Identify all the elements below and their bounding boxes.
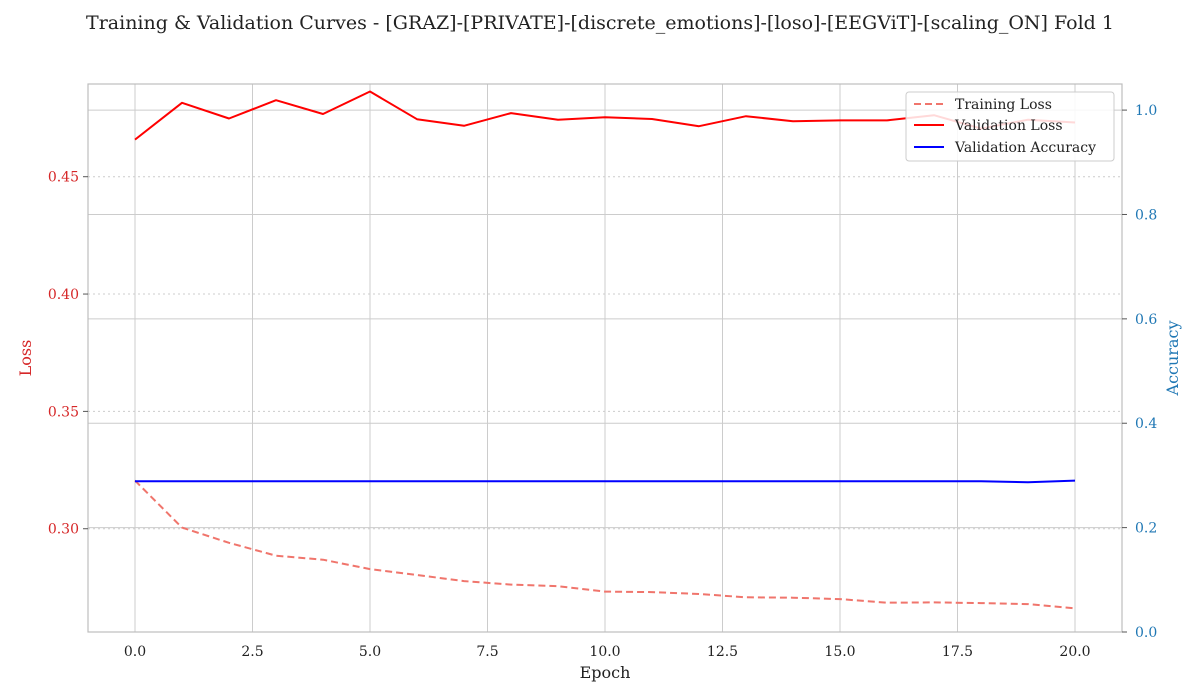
x-tick-label: 10.0 <box>589 644 620 660</box>
right-y-tick-label: 0.8 <box>1135 207 1157 223</box>
x-axis-label: Epoch <box>580 663 631 682</box>
x-tick-label: 0.0 <box>124 644 146 660</box>
x-gridlines <box>134 84 1076 632</box>
left-y-tick-label: 0.30 <box>48 522 79 538</box>
x-tick-label: 7.5 <box>476 644 498 660</box>
x-tick-label: 20.0 <box>1059 644 1090 660</box>
legend-label-training-loss: Training Loss <box>955 97 1052 113</box>
legend-box <box>905 91 1115 162</box>
plot-frame <box>87 83 1123 633</box>
legend-label-validation-accuracy: Validation Accuracy <box>954 140 1096 156</box>
right-y-tick-labels: 0.0 0.2 0.4 0.6 0.8 1.0 <box>1122 103 1157 641</box>
left-y-gridlines <box>88 176 1122 530</box>
x-tick-label: 12.5 <box>707 644 738 660</box>
x-tick-labels: 0.0 2.5 5.0 7.5 10.0 12.5 15.0 17.5 20.0 <box>124 644 1091 660</box>
series-line-training-loss <box>134 479 1076 610</box>
legend: Training Loss Validation Loss Validation… <box>905 91 1115 162</box>
legend-label-validation-loss: Validation Loss <box>954 118 1063 134</box>
left-y-tick-label: 0.45 <box>48 170 79 186</box>
x-tick-label: 5.0 <box>359 644 381 660</box>
right-y-tick-label: 1.0 <box>1135 103 1157 119</box>
chart-title: Training & Validation Curves - [GRAZ]-[P… <box>86 12 1114 34</box>
left-y-axis-label: Loss <box>16 340 35 377</box>
x-tick-label: 2.5 <box>241 644 263 660</box>
right-y-axis-label: Accuracy <box>1163 321 1182 397</box>
left-y-tick-labels: 0.30 0.35 0.40 0.45 <box>48 170 88 538</box>
x-tick-label: 17.5 <box>942 644 973 660</box>
right-y-tick-label: 0.0 <box>1135 625 1157 641</box>
x-tick-label: 15.0 <box>824 644 855 660</box>
right-y-tick-label: 0.4 <box>1135 416 1157 432</box>
left-y-tick-label: 0.40 <box>48 287 79 303</box>
series-line-validation-accuracy <box>135 479 1076 484</box>
left-y-tick-label: 0.35 <box>48 404 79 420</box>
right-y-tick-label: 0.2 <box>1135 521 1157 537</box>
right-y-tick-label: 0.6 <box>1135 312 1157 328</box>
